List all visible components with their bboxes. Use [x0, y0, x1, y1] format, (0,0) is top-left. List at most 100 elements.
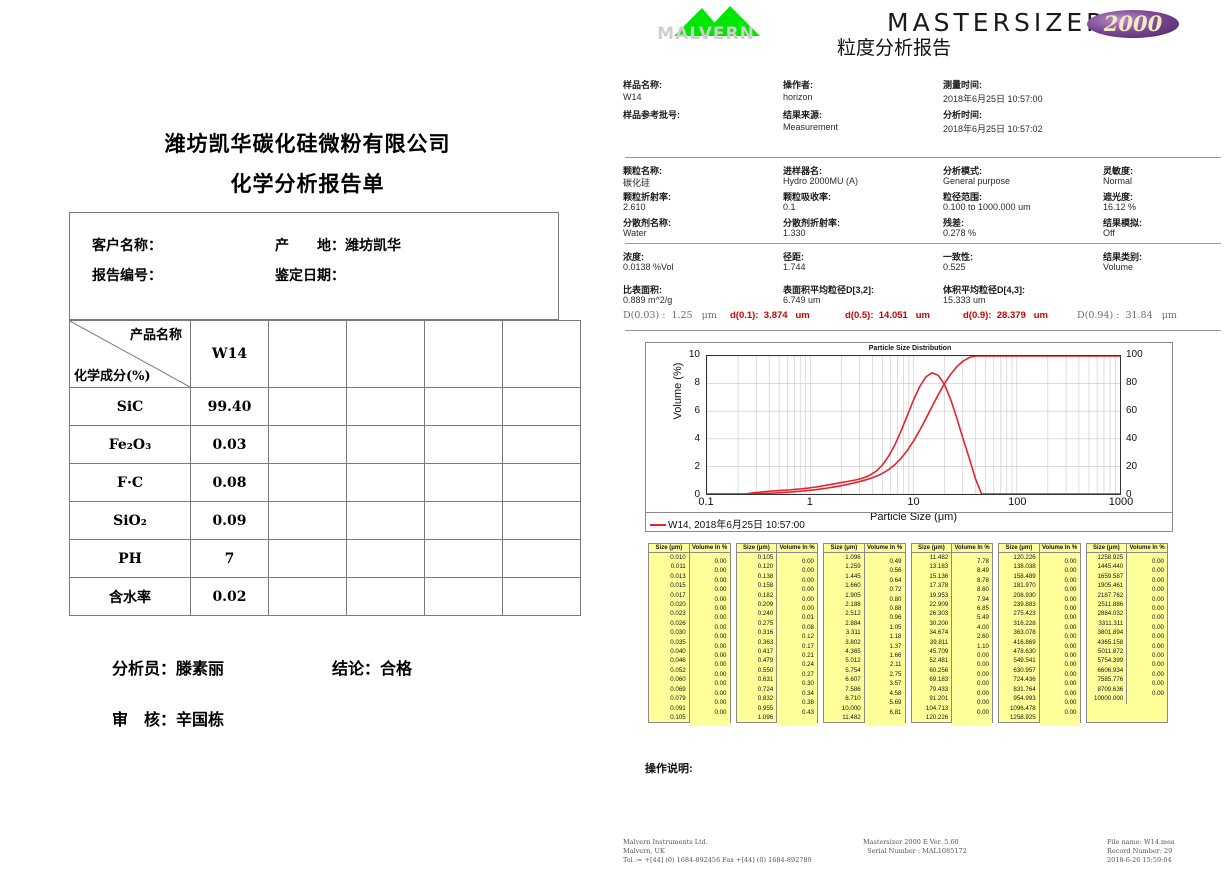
size-cell: 0.417 [736, 647, 778, 657]
volume-cell: 0.00 [1039, 632, 1080, 642]
meta-value: 2018年6月25日 10:57:00 [943, 94, 1043, 104]
table-row: 1445.440 0.00 [1086, 562, 1167, 576]
param-value: 1.744 [783, 262, 806, 272]
model-number: 2000 [1103, 11, 1163, 36]
empty-cell [346, 463, 425, 502]
table-row: 5.012 2.11 [824, 656, 905, 670]
table-row: 138.038 0.00 [999, 562, 1080, 576]
table-row: 2884.032 0.00 [1086, 609, 1167, 623]
x-tick-label: 10 [907, 496, 920, 508]
x-tick-label: 1000 [1108, 496, 1134, 508]
size-cell: 3311.311 [1086, 618, 1128, 629]
volume-cell: 4.58 [864, 688, 905, 699]
empty-cell [502, 577, 581, 616]
table-row: 45.709 0.00 [911, 647, 992, 661]
volume-cell: 0.00 [1126, 641, 1167, 652]
volume-cell: 0.00 [1039, 688, 1080, 699]
size-cell: 239.883 [999, 600, 1040, 610]
table-row: 0.105 0.00 [736, 552, 817, 567]
particle-size-distribution-chart: Particle Size Distribution Volume (%) 0 2… [645, 342, 1173, 532]
empty-cell [424, 577, 503, 616]
volume-cell: 7.78 [951, 556, 992, 567]
table-row: 26.303 5.49 [911, 609, 992, 623]
volume-cell: 0.00 [689, 707, 730, 717]
meta-label: 结果来源: [783, 110, 822, 120]
table-row: 0.069 0.00 [649, 684, 730, 699]
table-header-row: Size (μm) Volume In % [736, 544, 817, 553]
table-row: 3801.894 0.00 [1086, 628, 1167, 642]
size-cell: 1905.461 [1086, 581, 1128, 591]
empty-cell [502, 501, 581, 540]
size-cell: 45.709 [911, 647, 953, 657]
customer-name-label: 客户名称： [92, 238, 162, 254]
volume-cell: 4.00 [951, 622, 992, 633]
column-header: Volume In % [1038, 544, 1080, 553]
table-row: 363.078 0.00 [999, 628, 1080, 642]
volume-cell: 2.75 [864, 669, 905, 680]
volume-cell: 0.00 [1126, 688, 1167, 699]
size-cell: 34.674 [911, 628, 953, 638]
size-cell: 0.017 [649, 590, 690, 601]
table-row: 239.883 0.00 [999, 600, 1080, 614]
empty-cell [268, 387, 347, 426]
empty-cell [268, 501, 347, 540]
malvern-wordmark: MALVERN [657, 24, 755, 44]
empty-cell [268, 539, 347, 578]
size-cell: 79.433 [911, 684, 953, 695]
volume-cell: 8.60 [951, 585, 992, 595]
volume-cell: 0.00 [1126, 679, 1167, 689]
meta-label: 操作者: [783, 80, 813, 90]
meta-value: Measurement [783, 122, 839, 132]
size-table-block: Size (μm) Volume In % 0.010 0.00 0.011 0.00 0.… [648, 543, 731, 727]
empty-cell [268, 577, 347, 616]
component-name-cell: PH [69, 539, 191, 578]
volume-cell: 0.00 [689, 660, 730, 670]
table-row: 22.909 6.85 [911, 600, 992, 614]
size-cell: 6606.934 [1086, 665, 1128, 676]
table-row: 1096.478 0.00 [999, 703, 1080, 717]
table-row: 0.011 0.00 [649, 562, 730, 576]
size-cell: 0.023 [649, 609, 690, 619]
volume-cell: 0.00 [1126, 575, 1167, 586]
table-row: 1.660 0.72 [824, 581, 905, 595]
empty-cell [268, 425, 347, 464]
component-name-cell: Fe₂O₃ [69, 425, 191, 464]
volume-cell: 0.64 [864, 575, 905, 586]
verify-date-label: 鉴定日期： [275, 268, 345, 284]
table-row: PH 7 [69, 539, 581, 578]
empty-cell [502, 320, 581, 388]
size-cell: 17.378 [911, 581, 953, 591]
param-value: Volume [1103, 262, 1134, 272]
volume-cell: 0.00 [1126, 585, 1167, 595]
size-cell: 0.060 [649, 675, 690, 685]
empty-cell [346, 501, 425, 540]
table-row: 120.226 0.00 [999, 552, 1080, 567]
component-value-cell: 99.40 [190, 387, 269, 426]
y-tick-label-right: 80 [1126, 377, 1138, 388]
volume-cell: 0.00 [1039, 575, 1080, 586]
volume-cell: 0.00 [1126, 556, 1167, 567]
volume-cell: 0.17 [776, 641, 817, 652]
size-table-block: Size (μm) Volume In % 120.226 0.00 138.038 0.… [998, 543, 1081, 727]
d-value-entry: D(0.03) : 1.25 μm [623, 310, 717, 321]
table-row: 0.158 0.00 [736, 581, 817, 595]
param-label: 表面积平均粒径D[3,2]: [783, 285, 875, 295]
x-tick-label: 100 [1008, 496, 1027, 508]
divider-middle [625, 243, 1221, 244]
table-row: 0.724 0.34 [736, 684, 817, 699]
volume-cell: 0.00 [1039, 707, 1080, 717]
size-cell: 2.188 [824, 600, 865, 610]
y-tick-label-right: 0 [1126, 489, 1132, 500]
chart-title: Particle Size Distribution [868, 345, 952, 352]
table-row: 954.993 0.00 [999, 694, 1080, 708]
volume-cell: 0.24 [776, 660, 817, 670]
param-value: 0.1 [783, 202, 796, 212]
table-row: 19.953 7.94 [911, 590, 992, 605]
volume-cell: 0.00 [776, 604, 817, 614]
table-row: 549.541 0.00 [999, 656, 1080, 670]
table-row: 13.183 8.49 [911, 562, 992, 576]
param-value: Hydro 2000MU (A) [783, 176, 859, 186]
volume-cell: 0.00 [689, 669, 730, 680]
company-name: 潍坊凯华碳化硅微粉有限公司 [164, 131, 451, 156]
report-cn-title: 粒度分析报告 [837, 37, 952, 59]
